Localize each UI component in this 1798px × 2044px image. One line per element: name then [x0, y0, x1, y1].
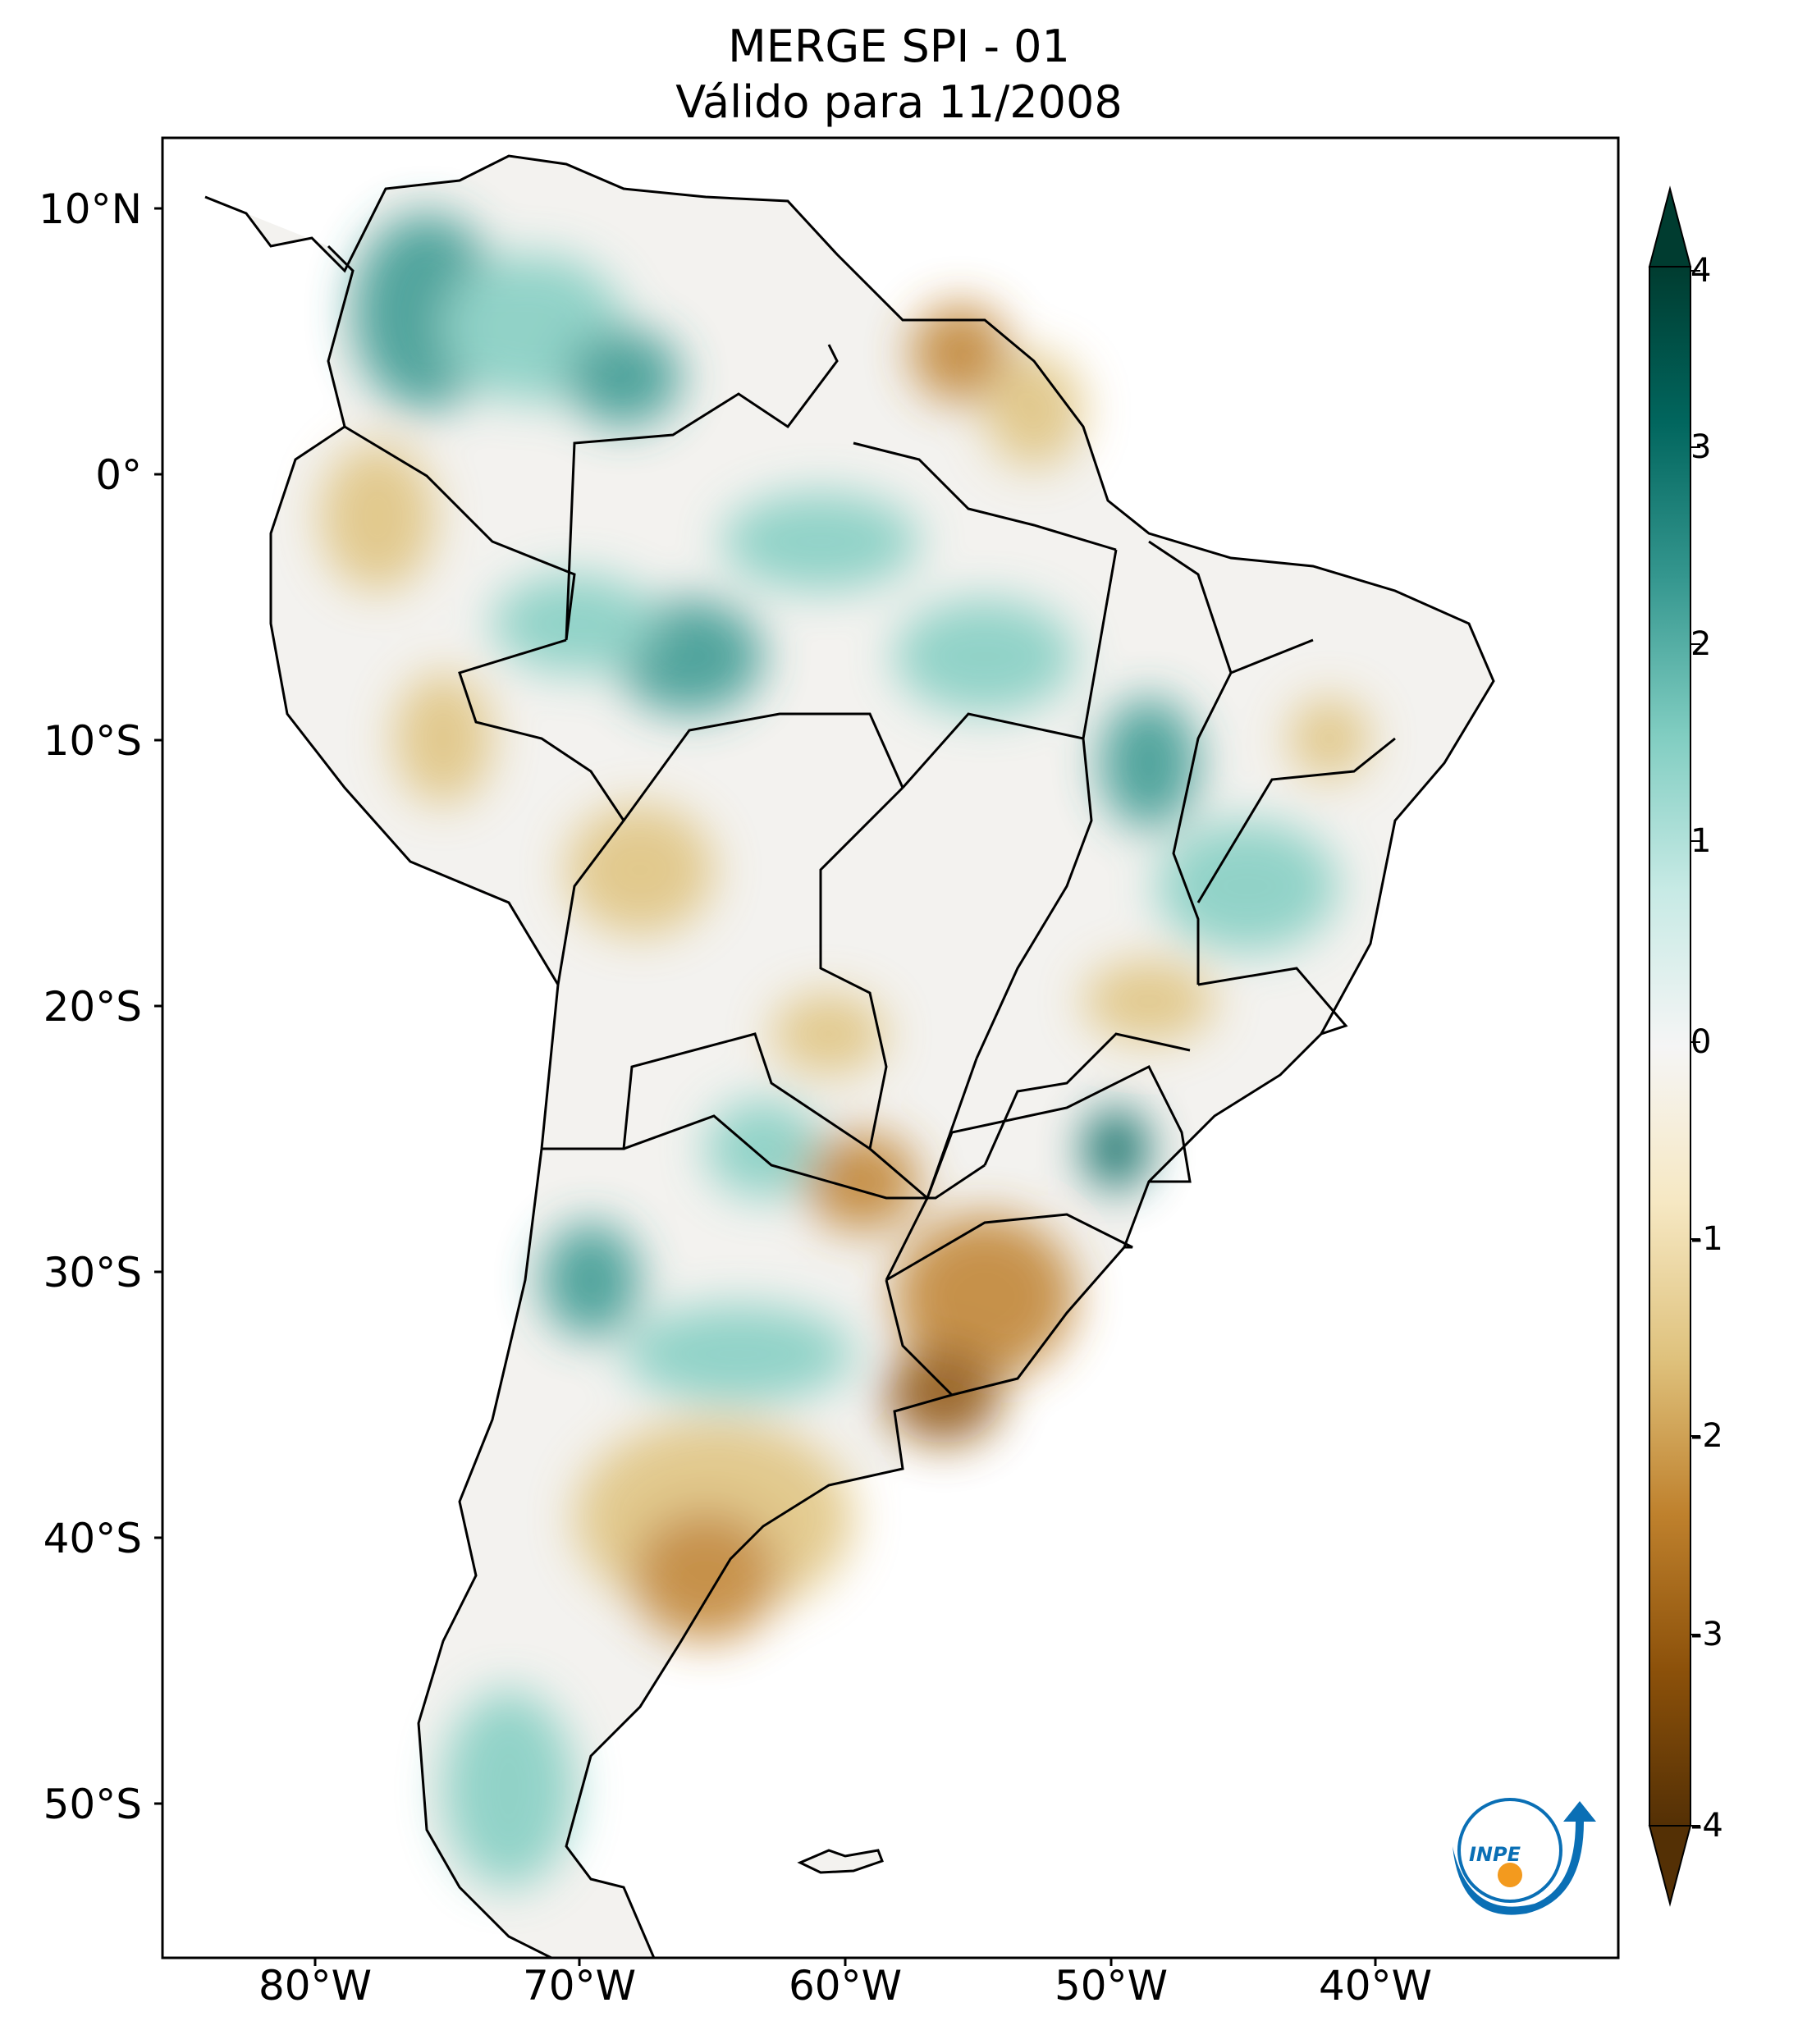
lat-label-10s: 10°S	[43, 717, 142, 765]
colorbar-tick-4: 4	[1690, 252, 1712, 290]
colorbar-gradient	[1649, 266, 1691, 1827]
lat-label-0: 0°	[95, 451, 142, 499]
lon-label-70w: 70°W	[522, 1962, 637, 2010]
colorbar-extend-max	[1648, 185, 1692, 268]
colorbar-tick-1: 1	[1690, 822, 1712, 860]
colorbar-tick-0: 0	[1690, 1023, 1712, 1061]
lat-label-30s: 30°S	[43, 1249, 142, 1296]
lon-label-80w: 80°W	[258, 1962, 373, 2010]
lon-label-50w: 50°W	[1054, 1962, 1169, 2010]
colorbar	[1648, 185, 1700, 1907]
map-subtitle: Válido para 11/2008	[675, 76, 1123, 128]
falkland-islands	[797, 1849, 884, 1874]
colorbar-tick-2: 2	[1690, 625, 1712, 663]
inpe-logo: INPE	[1453, 1798, 1596, 1915]
axis-ticks	[154, 207, 1377, 1966]
lat-label-20s: 20°S	[43, 983, 142, 1031]
lat-label-40s: 40°S	[43, 1515, 142, 1562]
spi-field	[205, 156, 1494, 1958]
lon-label-40w: 40°W	[1318, 1962, 1433, 2010]
lat-label-50s: 50°S	[43, 1781, 142, 1828]
map-title: MERGE SPI - 01	[728, 21, 1070, 72]
colorbar-tick-neg1: -1	[1690, 1220, 1723, 1258]
map-frame	[161, 136, 1620, 1959]
country-borders	[204, 154, 1495, 1958]
colorbar-tick-neg4: -4	[1690, 1807, 1723, 1845]
continent-fill	[205, 156, 1494, 1958]
colorbar-tick-neg2: -2	[1690, 1417, 1723, 1455]
inpe-logo-text: INPE	[1469, 1843, 1521, 1866]
lon-label-60w: 60°W	[788, 1962, 903, 2010]
colorbar-tick-neg3: -3	[1690, 1616, 1723, 1653]
lat-label-10n: 10°N	[38, 185, 142, 233]
colorbar-extend-min	[1648, 1825, 1692, 1907]
colorbar-tick-3: 3	[1690, 428, 1712, 466]
